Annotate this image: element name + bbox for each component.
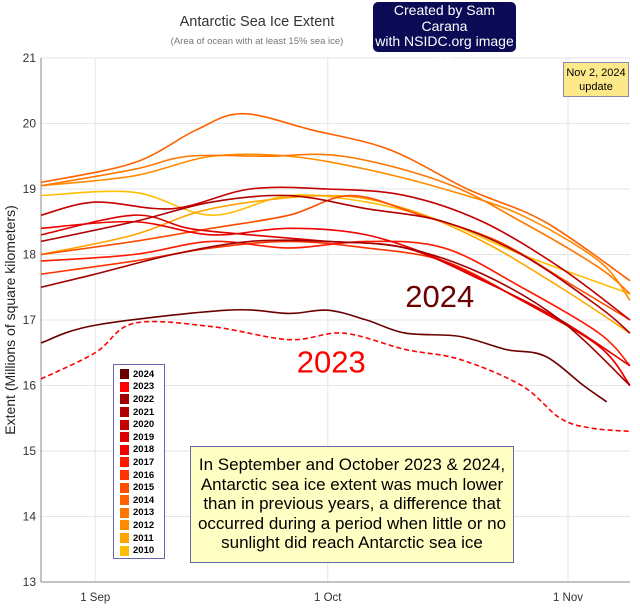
y-tick-label: 15 [23,444,37,458]
legend-swatch [120,432,129,443]
x-tick-label: 1 Sep [80,592,110,604]
legend-label: 2022 [133,393,155,405]
y-tick-label: 21 [23,51,37,65]
legend-swatch [120,482,129,493]
y-tick-label: 13 [23,575,37,589]
legend-swatch [120,407,129,418]
series-line-2022 [40,239,631,387]
legend: 2024 2023 2022 2021 2020 2019 2018 2017 2016 2015… [113,364,165,559]
legend-swatch [120,533,129,544]
series-line-2020 [40,186,631,321]
year-annotation-2023: 2023 [297,344,366,379]
update-label: update [579,81,613,93]
credit-line: Arctic-news.blogspot.com [384,64,505,96]
y-axis-label: Extent (Millions of square kilometers) [2,205,18,435]
legend-item: 2013 [114,507,164,520]
series-line-2024 [40,308,608,403]
legend-label: 2017 [133,456,155,468]
update-date: Nov 2, 2024 [566,67,626,79]
series-line-2021 [40,194,631,334]
series-line-2013 [40,153,631,295]
series-line-2012 [40,153,631,301]
legend-item: 2023 [114,381,164,394]
year-annotation-2024: 2024 [405,279,474,314]
legend-swatch [120,419,129,430]
legend-swatch [120,520,129,531]
credit-line: with NSIDC.org image for [375,33,514,65]
legend-label: 2018 [133,444,155,456]
legend-item: 2022 [114,393,164,406]
credit-line: Created by Sam Carana [393,2,496,34]
x-tick-label: 1 Oct [314,592,342,604]
legend-swatch [120,394,129,405]
legend-label: 2010 [133,545,155,557]
legend-item: 2021 [114,406,164,419]
legend-item: 2020 [114,418,164,431]
update-badge: Nov 2, 2024 update [563,62,629,97]
legend-swatch [120,369,129,380]
legend-item: 2018 [114,444,164,457]
legend-item: 2015 [114,481,164,494]
legend-item: 2010 [114,544,164,557]
legend-swatch [120,507,129,518]
y-tick-label: 17 [23,313,37,327]
series-line-2017 [40,240,631,367]
legend-label: 2019 [133,431,155,443]
legend-item: 2019 [114,431,164,444]
legend-label: 2016 [133,469,155,481]
legend-item: 2016 [114,469,164,482]
y-tick-label: 18 [23,248,37,262]
legend-label: 2021 [133,406,155,418]
legend-label: 2015 [133,482,155,494]
series-line-2011 [40,194,631,334]
legend-item: 2011 [114,532,164,545]
x-tick-label: 1 Nov [553,592,583,604]
legend-label: 2011 [133,532,154,544]
series-line-2015 [40,194,631,321]
chart-title: Antarctic Sea Ice Extent [180,14,335,30]
legend-item: 2014 [114,494,164,507]
credit-box: Created by Sam Carana with NSIDC.org ima… [373,2,516,95]
legend-label: 2023 [133,381,155,393]
legend-label: 2014 [133,494,155,506]
legend-swatch [120,545,129,556]
legend-label: 2024 [133,368,155,380]
legend-label: 2013 [133,507,155,519]
legend-swatch [120,470,129,481]
y-tick-label: 16 [23,379,37,393]
series-line-2014 [40,112,631,282]
legend-swatch [120,381,129,392]
legend-swatch [120,457,129,468]
annotation-note: In September and October 2023 & 2024, An… [190,446,514,563]
legend-item: 2012 [114,519,164,532]
legend-label: 2020 [133,419,155,431]
series-line-2019 [40,214,631,367]
y-tick-label: 14 [23,510,37,524]
legend-swatch [120,444,129,455]
chart-subtitle: (Area of ocean with at least 15% sea ice… [171,36,344,47]
legend-swatch [120,495,129,506]
legend-label: 2012 [133,519,155,531]
y-tick-label: 20 [23,117,37,131]
y-tick-label: 19 [23,182,37,196]
legend-item: 2017 [114,456,164,469]
legend-item: 2024 [114,368,164,381]
